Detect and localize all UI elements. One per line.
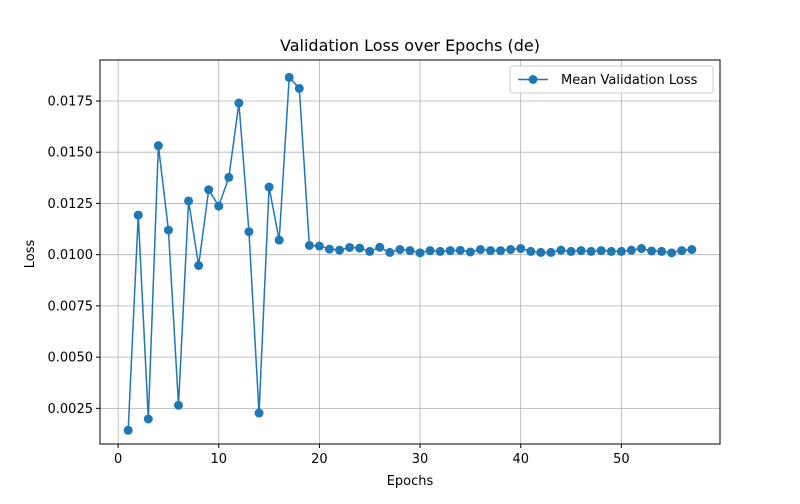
data-point (385, 247, 395, 257)
chart-title: Validation Loss over Epochs (de) (280, 36, 540, 55)
y-tick-label: 0.0175 (48, 94, 94, 109)
data-point (475, 245, 485, 255)
y-tick-label: 0.0025 (48, 402, 94, 417)
data-point (153, 141, 163, 151)
data-point (304, 240, 314, 250)
data-point (294, 83, 304, 93)
data-point (526, 246, 536, 256)
data-point (264, 182, 274, 192)
x-tick-label: 0 (114, 452, 122, 467)
data-point (284, 72, 294, 82)
legend-marker-swatch (528, 75, 538, 84)
data-point (345, 242, 355, 252)
data-point (194, 261, 204, 271)
data-point (204, 185, 214, 195)
data-point (596, 246, 606, 256)
x-tick-label: 40 (512, 452, 529, 467)
data-point (586, 246, 596, 256)
data-point (184, 196, 194, 206)
data-point (355, 243, 365, 253)
data-point (465, 247, 475, 257)
data-point (234, 98, 244, 108)
data-point (163, 225, 173, 235)
data-point (556, 245, 566, 255)
data-point (214, 201, 224, 211)
data-point (133, 210, 143, 220)
data-point (425, 246, 435, 256)
data-point (455, 245, 465, 255)
data-point (445, 246, 455, 256)
data-point (546, 247, 556, 257)
data-point (636, 244, 646, 254)
x-tick-label: 20 (311, 452, 328, 467)
data-point (314, 241, 324, 251)
x-axis-label: Epochs (387, 474, 434, 489)
data-point (606, 246, 616, 256)
data-point (335, 245, 345, 255)
data-point (274, 235, 284, 245)
data-point (375, 242, 385, 252)
y-tick-label: 0.0150 (48, 146, 94, 161)
data-point (677, 246, 687, 256)
x-tick-label: 10 (210, 452, 227, 467)
data-point (576, 246, 586, 256)
data-point (365, 246, 375, 256)
data-point (174, 400, 184, 410)
data-point (224, 172, 234, 182)
data-point (143, 414, 153, 424)
data-point (123, 425, 133, 435)
data-point (667, 248, 677, 258)
data-point (516, 244, 526, 254)
data-point (506, 245, 516, 255)
y-axis-label: Loss (23, 240, 38, 269)
grid-layer (100, 60, 720, 444)
data-point (244, 227, 254, 237)
y-tick-label: 0.0100 (48, 248, 94, 263)
data-point (566, 246, 576, 256)
tick-layer: 0 10 20 30 40 50 0.0025 0.0050 0.0075 0.0100 0.012… (48, 94, 630, 467)
plot-frame (99, 59, 721, 445)
data-point (405, 246, 415, 256)
data-point (395, 245, 405, 255)
x-tick-label: 50 (613, 452, 630, 467)
x-tick-label: 30 (412, 452, 429, 467)
legend-frame (509, 65, 714, 94)
data-point (486, 246, 496, 256)
data-point (415, 248, 425, 258)
data-point (616, 246, 626, 256)
data-layer (123, 72, 697, 435)
data-point (657, 246, 667, 256)
data-point (496, 246, 506, 256)
legend: Mean Validation Loss (509, 65, 714, 94)
data-point (435, 246, 445, 256)
legend-label: Mean Validation Loss (561, 73, 698, 88)
data-point (536, 247, 546, 257)
data-point (324, 244, 334, 254)
data-point (254, 408, 264, 418)
y-tick-label: 0.0050 (48, 351, 94, 366)
data-point (626, 245, 636, 255)
data-point (647, 246, 657, 256)
data-point (687, 245, 697, 255)
y-tick-label: 0.0125 (48, 197, 94, 212)
y-tick-label: 0.0075 (48, 299, 94, 314)
